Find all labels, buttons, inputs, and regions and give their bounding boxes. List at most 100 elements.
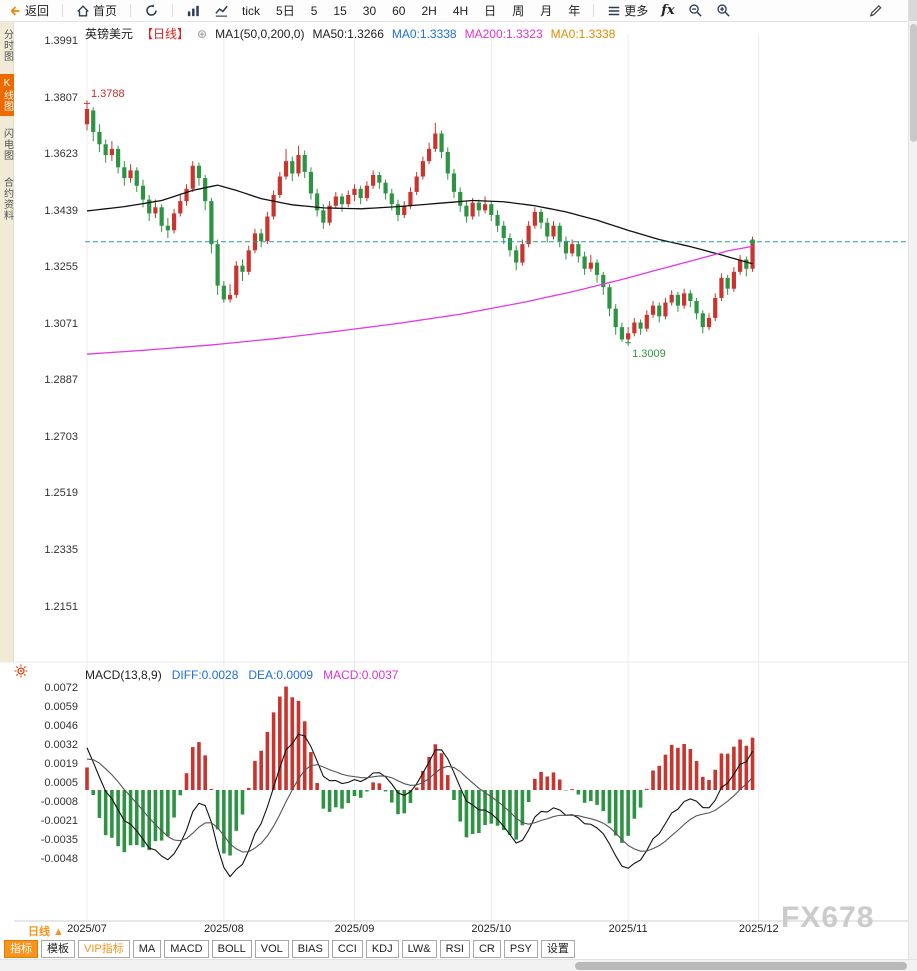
period-button-15[interactable]: 15 — [333, 3, 347, 18]
chart-header: 英镑美元 【日线】 ⊕ MA1(50,0,200,0) MA50:1.3266 … — [85, 25, 615, 42]
ma200-value: MA200:1.3323 — [464, 26, 543, 41]
macd-y-label: 0.0046 — [44, 720, 78, 732]
tab-BOLL[interactable]: BOLL — [211, 940, 252, 958]
tab-CR[interactable]: CR — [472, 940, 501, 958]
price-y-label: 1.3071 — [44, 317, 78, 330]
x-label-2025/09: 2025/09 — [334, 923, 375, 935]
period-tag: 【日线】 — [141, 27, 190, 41]
macd-y-label: 0.0032 — [44, 739, 78, 751]
dea-value: DEA:0.0009 — [248, 668, 314, 682]
price-y-label: 1.2887 — [44, 374, 78, 387]
draw-tool-button[interactable] — [868, 3, 883, 18]
indicator-tabs: 指标 模板 VIP指标 MA MACD BOLL VOL BIAS CCI KDJ LW& RSI CR… — [4, 940, 575, 958]
macd-y-label: 0.0005 — [44, 777, 78, 789]
tab-指标[interactable]: 指标 — [4, 940, 38, 958]
symbol-name: 英镑美元 — [85, 27, 134, 41]
tab-VIP指标[interactable]: VIP指标 — [78, 940, 130, 958]
more-label: 更多 — [624, 4, 649, 18]
period-button-日[interactable]: 日 — [484, 4, 497, 18]
fx-label: fx — [661, 3, 675, 18]
horizontal-scrollbar-thumb[interactable] — [575, 962, 907, 970]
macd-y-label: -0.0048 — [40, 853, 78, 865]
period-button-5[interactable]: 5 — [310, 3, 318, 18]
vertical-scrollbar-thumb[interactable] — [910, 24, 917, 142]
price-y-label: 1.2335 — [44, 543, 78, 556]
macd-y-label: 0.0072 — [44, 682, 78, 694]
low-annotation: 1.3009 — [632, 347, 666, 360]
macd-y-label: 0.0019 — [44, 758, 78, 770]
period-button-2H[interactable]: 2H — [421, 3, 437, 18]
macd-value: MACD:0.0037 — [323, 668, 399, 682]
top-toolbar: 返回 首页 tick 5日 5 15 30 60 2H 4H 日 周 月 年 更多 fx — [0, 0, 917, 22]
sidebar-item-闪电图[interactable]: 闪电图 — [1, 128, 13, 161]
tab-LW&[interactable]: LW& — [401, 940, 437, 958]
period-button-30[interactable]: 30 — [362, 3, 377, 18]
sidebar: 分时图 K线图闪电图合约资料 — [0, 22, 14, 662]
indicator-settings-icon[interactable] — [13, 663, 31, 681]
main-y-axis: 1.3991 1.3807 1.3623 1.3439 1.3255 1.3071 1.28… — [8, 0, 78, 971]
x-label-2025/11: 2025/11 — [608, 923, 648, 935]
hamburger-icon — [608, 6, 620, 15]
price-y-label: 1.3439 — [44, 204, 78, 217]
period-button-年[interactable]: 年 — [568, 4, 581, 18]
add-indicator-icon[interactable]: ⊕ — [197, 26, 208, 41]
ma0-blue-value: MA0:1.3338 — [391, 26, 457, 41]
tab-PSY[interactable]: PSY — [503, 940, 538, 958]
line-chart-icon — [215, 5, 228, 17]
divider — [62, 4, 64, 17]
period-indicator-label[interactable]: 日线 ▲ — [28, 926, 64, 938]
indicator-formula-button[interactable]: fx — [661, 3, 674, 18]
tab-模板[interactable]: 模板 — [41, 940, 75, 958]
tab-RSI[interactable]: RSI — [439, 940, 470, 958]
refresh-button[interactable] — [144, 3, 159, 18]
zoom-in-icon — [716, 4, 730, 17]
tab-VOL[interactable]: VOL — [254, 940, 289, 958]
price-y-label: 1.2519 — [44, 487, 78, 500]
back-label: 返回 — [25, 4, 50, 18]
tab-BIAS[interactable]: BIAS — [291, 940, 329, 958]
x-label-2025/08: 2025/08 — [203, 923, 244, 935]
tab-MA[interactable]: MA — [132, 940, 162, 958]
ma50-value: MA50:1.3266 — [312, 26, 384, 41]
macd-header: MACD(13,8,9) DIFF:0.0028 DEA:0.0009 MACD… — [85, 668, 398, 682]
zoom-in-button[interactable] — [716, 3, 731, 18]
ma-settings-label: MA1(50,0,200,0) — [215, 26, 305, 41]
zoom-out-button[interactable] — [688, 3, 703, 18]
period-button-60[interactable]: 60 — [392, 3, 406, 18]
tab-KDJ[interactable]: KDJ — [365, 940, 399, 958]
x-label-2025/07: 2025/07 — [67, 923, 107, 935]
period-button-4H[interactable]: 4H — [452, 3, 469, 18]
price-y-label: 1.3623 — [44, 148, 78, 161]
watermark: FX678 — [781, 901, 875, 934]
divider — [172, 4, 174, 17]
macd-title: MACD(13,8,9) — [85, 668, 162, 682]
line-chart-view-button[interactable] — [214, 3, 229, 18]
high-annotation: 1.3788 — [91, 88, 125, 101]
tab-CCI[interactable]: CCI — [331, 940, 363, 958]
sidebar-item-合约资料[interactable]: 合约资料 — [1, 177, 13, 221]
bar-chart-view-button[interactable] — [186, 3, 201, 18]
tab-MACD[interactable]: MACD — [164, 940, 209, 958]
more-button[interactable]: 更多 — [607, 2, 648, 19]
period-button-5日[interactable]: 5日 — [276, 4, 295, 18]
period-button-月[interactable]: 月 — [540, 4, 553, 18]
period-button-tick[interactable]: tick — [242, 3, 261, 18]
price-y-label: 1.3991 — [44, 35, 78, 47]
sidebar-item-分时图[interactable]: 分时图 — [1, 29, 13, 62]
home-button[interactable]: 首页 — [76, 2, 117, 19]
back-button[interactable]: 返回 — [8, 2, 49, 19]
back-arrow-icon — [10, 5, 20, 16]
horizontal-scrollbar[interactable] — [0, 959, 917, 971]
sidebar-item-K线图[interactable]: K线图 — [0, 74, 14, 116]
macd-y-label: -0.0035 — [40, 834, 78, 846]
macd-y-label: -0.0021 — [40, 815, 78, 827]
price-y-label: 1.2151 — [44, 600, 78, 613]
tab-设置[interactable]: 设置 — [540, 940, 575, 958]
vertical-scrollbar[interactable] — [908, 0, 917, 959]
period-button-周[interactable]: 周 — [512, 4, 525, 18]
macd-y-label: 0.0059 — [44, 701, 78, 713]
pencil-icon — [869, 4, 882, 17]
macd-y-label: -0.0008 — [40, 796, 78, 808]
